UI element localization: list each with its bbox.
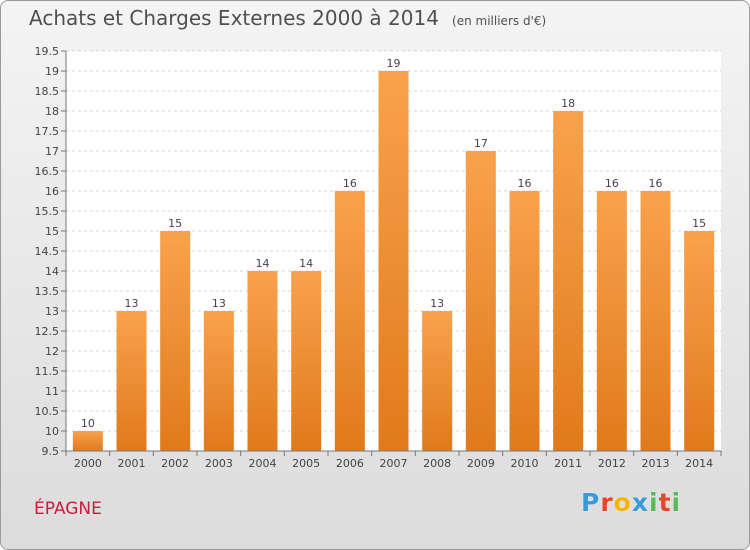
y-tick-label: 18	[45, 105, 59, 118]
y-tick-label: 17	[45, 145, 59, 158]
bar	[465, 151, 496, 451]
y-tick-label: 16.5	[35, 165, 60, 178]
commune-name: ÉPAGNE	[34, 499, 102, 519]
bar-value-label: 16	[649, 177, 663, 190]
bar	[684, 231, 715, 451]
logo-letter: i	[671, 488, 682, 517]
bar-value-label: 15	[168, 217, 182, 230]
bars: 10 13 15 13 14 14 16 19 13 17 16 18 16 16 15	[72, 57, 715, 451]
bar	[116, 311, 147, 451]
bar	[422, 311, 453, 451]
bar-value-label: 16	[343, 177, 357, 190]
bar-value-label: 19	[387, 57, 401, 70]
bar	[203, 311, 234, 451]
x-tick-label: 2000	[74, 457, 102, 470]
y-tick-label: 10.5	[35, 405, 60, 418]
title-row: Achats et Charges Externes 2000 à 2014 (…	[29, 6, 546, 30]
y-tick-label: 17.5	[35, 125, 60, 138]
y-tick-label: 18.5	[35, 85, 60, 98]
x-tick-label: 2006	[336, 457, 364, 470]
bar	[509, 191, 540, 451]
bar	[291, 271, 322, 451]
bar-value-label: 16	[605, 177, 619, 190]
logo-letter: x	[631, 488, 649, 517]
bar	[596, 191, 627, 451]
bar	[247, 271, 278, 451]
bar	[640, 191, 671, 451]
x-tick-label: 2001	[118, 457, 146, 470]
y-tick-label: 14	[45, 265, 59, 278]
x-tick-label: 2003	[205, 457, 233, 470]
y-tick-label: 9.5	[42, 445, 60, 458]
logo-letter: i	[649, 488, 659, 517]
x-tick-label: 2002	[161, 457, 189, 470]
y-tick-label: 11.5	[35, 365, 60, 378]
x-tick-label: 2014	[685, 457, 713, 470]
logo-letter: t	[658, 488, 672, 517]
y-tick-label: 16	[45, 185, 59, 198]
x-tick-label: 2010	[511, 457, 539, 470]
x-tick-label: 2013	[642, 457, 670, 470]
x-tick-label: 2012	[598, 457, 626, 470]
y-tick-label: 13.5	[35, 285, 60, 298]
y-tick-label: 15	[45, 225, 59, 238]
bar-value-label: 13	[212, 297, 226, 310]
x-tick-label: 2008	[423, 457, 451, 470]
bar	[553, 111, 584, 451]
y-tick-label: 12.5	[35, 325, 60, 338]
logo-letter: r	[600, 488, 614, 517]
bar-value-label: 16	[518, 177, 532, 190]
x-tick-label: 2005	[292, 457, 320, 470]
y-axis: 9.5 10 10.5 11 11.5 12 12.5 13 13.5 14 14.5 15 15.5 1…	[35, 45, 67, 458]
logo-letter: o	[613, 488, 632, 517]
chart-title: Achats et Charges Externes 2000 à 2014	[29, 6, 439, 30]
x-tick-label: 2011	[554, 457, 582, 470]
y-tick-label: 19.5	[35, 45, 60, 58]
bar	[160, 231, 191, 451]
bar	[72, 431, 103, 451]
y-tick-label: 11	[45, 385, 59, 398]
bar-value-label: 15	[692, 217, 706, 230]
y-tick-label: 13	[45, 305, 59, 318]
y-tick-label: 14.5	[35, 245, 60, 258]
y-tick-label: 12	[45, 345, 59, 358]
chart-unit-note: (en milliers d'€)	[452, 14, 547, 28]
bar-value-label: 13	[430, 297, 444, 310]
bar	[334, 191, 365, 451]
bar-value-label: 13	[125, 297, 139, 310]
bar-value-label: 10	[81, 417, 95, 430]
y-tick-label: 19	[45, 65, 59, 78]
x-tick-label: 2009	[467, 457, 495, 470]
proxiti-logo: Proxiti	[581, 488, 681, 517]
bar-value-label: 14	[299, 257, 313, 270]
x-tick-label: 2007	[380, 457, 408, 470]
bar-value-label: 17	[474, 137, 488, 150]
y-tick-label: 15.5	[35, 205, 60, 218]
bar-value-label: 14	[256, 257, 270, 270]
logo-letter: P	[581, 488, 601, 517]
x-axis: 2000 2001 2002 2003 2004 2005 2006 2007 2008 2009…	[65, 450, 722, 470]
y-tick-label: 10	[45, 425, 59, 438]
x-tick-label: 2004	[249, 457, 277, 470]
bar-value-label: 18	[561, 97, 575, 110]
bar	[378, 71, 409, 451]
